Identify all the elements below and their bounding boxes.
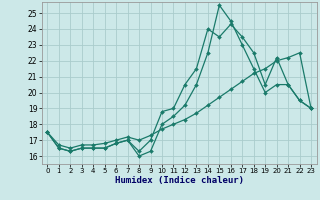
X-axis label: Humidex (Indice chaleur): Humidex (Indice chaleur) bbox=[115, 176, 244, 185]
